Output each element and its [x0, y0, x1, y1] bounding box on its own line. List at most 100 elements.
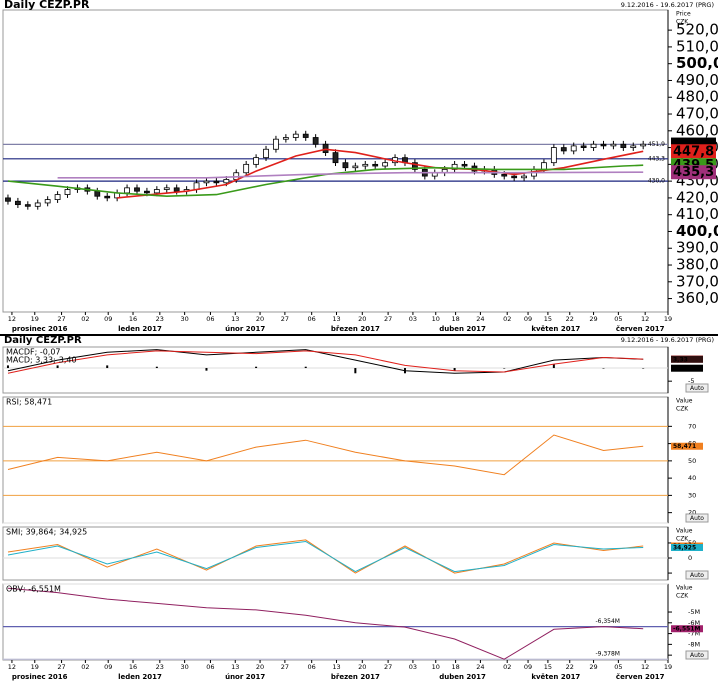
- month-label: únor 2017: [225, 673, 265, 681]
- auto-button-label[interactable]: Auto: [690, 572, 704, 579]
- legend-entry: SMI; 39,864;: [6, 528, 56, 537]
- candle-body: [203, 180, 210, 184]
- x-tick-label: 03: [409, 663, 417, 671]
- x-tick-label: 09: [104, 315, 112, 323]
- candle-body: [352, 165, 359, 169]
- x-tick-label: 27: [57, 663, 65, 671]
- x-tick-label: 09: [524, 315, 532, 323]
- y-axis-label: Value: [676, 528, 693, 535]
- last-value-label: 435,3: [673, 165, 714, 180]
- x-tick-label: 02: [81, 315, 89, 323]
- last-value-box: [671, 144, 716, 159]
- candle-body: [610, 143, 617, 147]
- y-tick-label: 470,0: [676, 105, 718, 123]
- legend-entry: OBV; -6,551M: [6, 585, 61, 594]
- x-tick-label: 19: [31, 663, 39, 671]
- legend-entry: 34,925: [59, 528, 87, 537]
- candle-body: [560, 147, 567, 152]
- candle-body: [14, 200, 21, 206]
- x-tick-label: 19: [664, 663, 672, 671]
- y-tick-label: 520,0: [676, 21, 718, 39]
- x-tick-label: 13: [332, 315, 340, 323]
- y-axis-label: Value: [676, 585, 693, 592]
- candle-body: [263, 148, 269, 159]
- candle-body: [600, 143, 607, 147]
- month-label: březen 2017: [331, 325, 380, 333]
- legend-entry: MACDF; -0,07: [6, 348, 61, 357]
- series-line: [7, 434, 644, 476]
- y-tick-label: 30: [688, 491, 696, 499]
- level-label: -6,354M: [595, 618, 620, 625]
- y-tick-label: 500,0: [676, 54, 718, 72]
- candle-body: [54, 194, 61, 200]
- x-tick-label: 12: [641, 663, 649, 671]
- histogram-bar: [56, 365, 59, 369]
- auto-button-label[interactable]: Auto: [690, 652, 704, 659]
- last-value-label: 58,471: [673, 443, 696, 450]
- x-tick-label: 12: [641, 315, 649, 323]
- y-tick-label: 380,0: [676, 256, 718, 274]
- series-line: [7, 350, 644, 374]
- chart-subtitle: 9.12.2016 - 19.6.2017 (PRG): [621, 1, 714, 9]
- month-label: prosinec 2016: [12, 673, 68, 681]
- y-tick-label: 400,0: [676, 222, 718, 240]
- chart-title: Daily CEZP.PR: [4, 335, 82, 346]
- y-axis-label: CZK: [676, 19, 689, 26]
- x-tick-label: 29: [589, 663, 597, 671]
- legend-entry: RSI; 58,471: [6, 398, 52, 407]
- candle-body: [173, 187, 180, 192]
- month-label: prosinec 2016: [12, 325, 68, 333]
- y-axis-label: CZK: [676, 593, 689, 600]
- candle-body: [412, 162, 418, 170]
- y-tick-label: -8M: [688, 640, 700, 648]
- last-value-label: 34,925: [673, 544, 696, 551]
- candle-body: [541, 162, 547, 170]
- candle-body: [213, 180, 220, 184]
- last-value-box: [671, 625, 703, 633]
- x-tick-label: 12: [8, 663, 16, 671]
- x-tick-label: 10: [432, 663, 440, 671]
- candle-body: [134, 187, 140, 192]
- auto-button[interactable]: [685, 513, 709, 523]
- legend-entry: 3,40: [59, 356, 77, 365]
- x-tick-label: 02: [503, 663, 511, 671]
- month-label: květen 2017: [531, 325, 580, 333]
- x-tick-label: 24: [476, 663, 484, 671]
- y-tick-label: 50: [688, 457, 696, 465]
- candle-body: [302, 133, 309, 138]
- auto-button[interactable]: [685, 383, 709, 393]
- histogram-bar: [552, 364, 555, 369]
- candle-body: [342, 162, 349, 169]
- y-tick-label: 490,0: [676, 71, 718, 89]
- y-tick-label: -5M: [688, 608, 700, 616]
- month-label: červen 2017: [616, 325, 665, 333]
- auto-button[interactable]: [685, 570, 709, 580]
- x-tick-label: 23: [156, 663, 164, 671]
- x-tick-label: 27: [57, 315, 65, 323]
- month-label: únor 2017: [225, 325, 265, 333]
- y-tick-label: 0: [688, 554, 692, 562]
- last-value-box: [671, 442, 703, 450]
- candle-body: [24, 204, 31, 207]
- x-tick-label: 10: [432, 315, 440, 323]
- x-tick-label: 27: [384, 315, 392, 323]
- month-label: duben 2017: [439, 325, 486, 333]
- y-tick-label: -6M: [688, 619, 700, 627]
- candle-body: [332, 152, 339, 164]
- chart-title: Daily CEZP.PR: [4, 0, 90, 11]
- auto-button[interactable]: [685, 650, 709, 660]
- x-tick-label: 15: [544, 315, 552, 323]
- auto-button-label[interactable]: Auto: [690, 515, 704, 522]
- series-line: [7, 587, 644, 660]
- auto-button-label[interactable]: Auto: [690, 385, 704, 392]
- candle-body: [223, 179, 230, 184]
- x-tick-label: 09: [524, 663, 532, 671]
- histogram-bar: [503, 368, 506, 369]
- y-axis-label: CZK: [676, 406, 689, 413]
- candle-body: [5, 197, 11, 202]
- x-tick-label: 22: [566, 663, 574, 671]
- level-label: 430,0: [648, 178, 665, 185]
